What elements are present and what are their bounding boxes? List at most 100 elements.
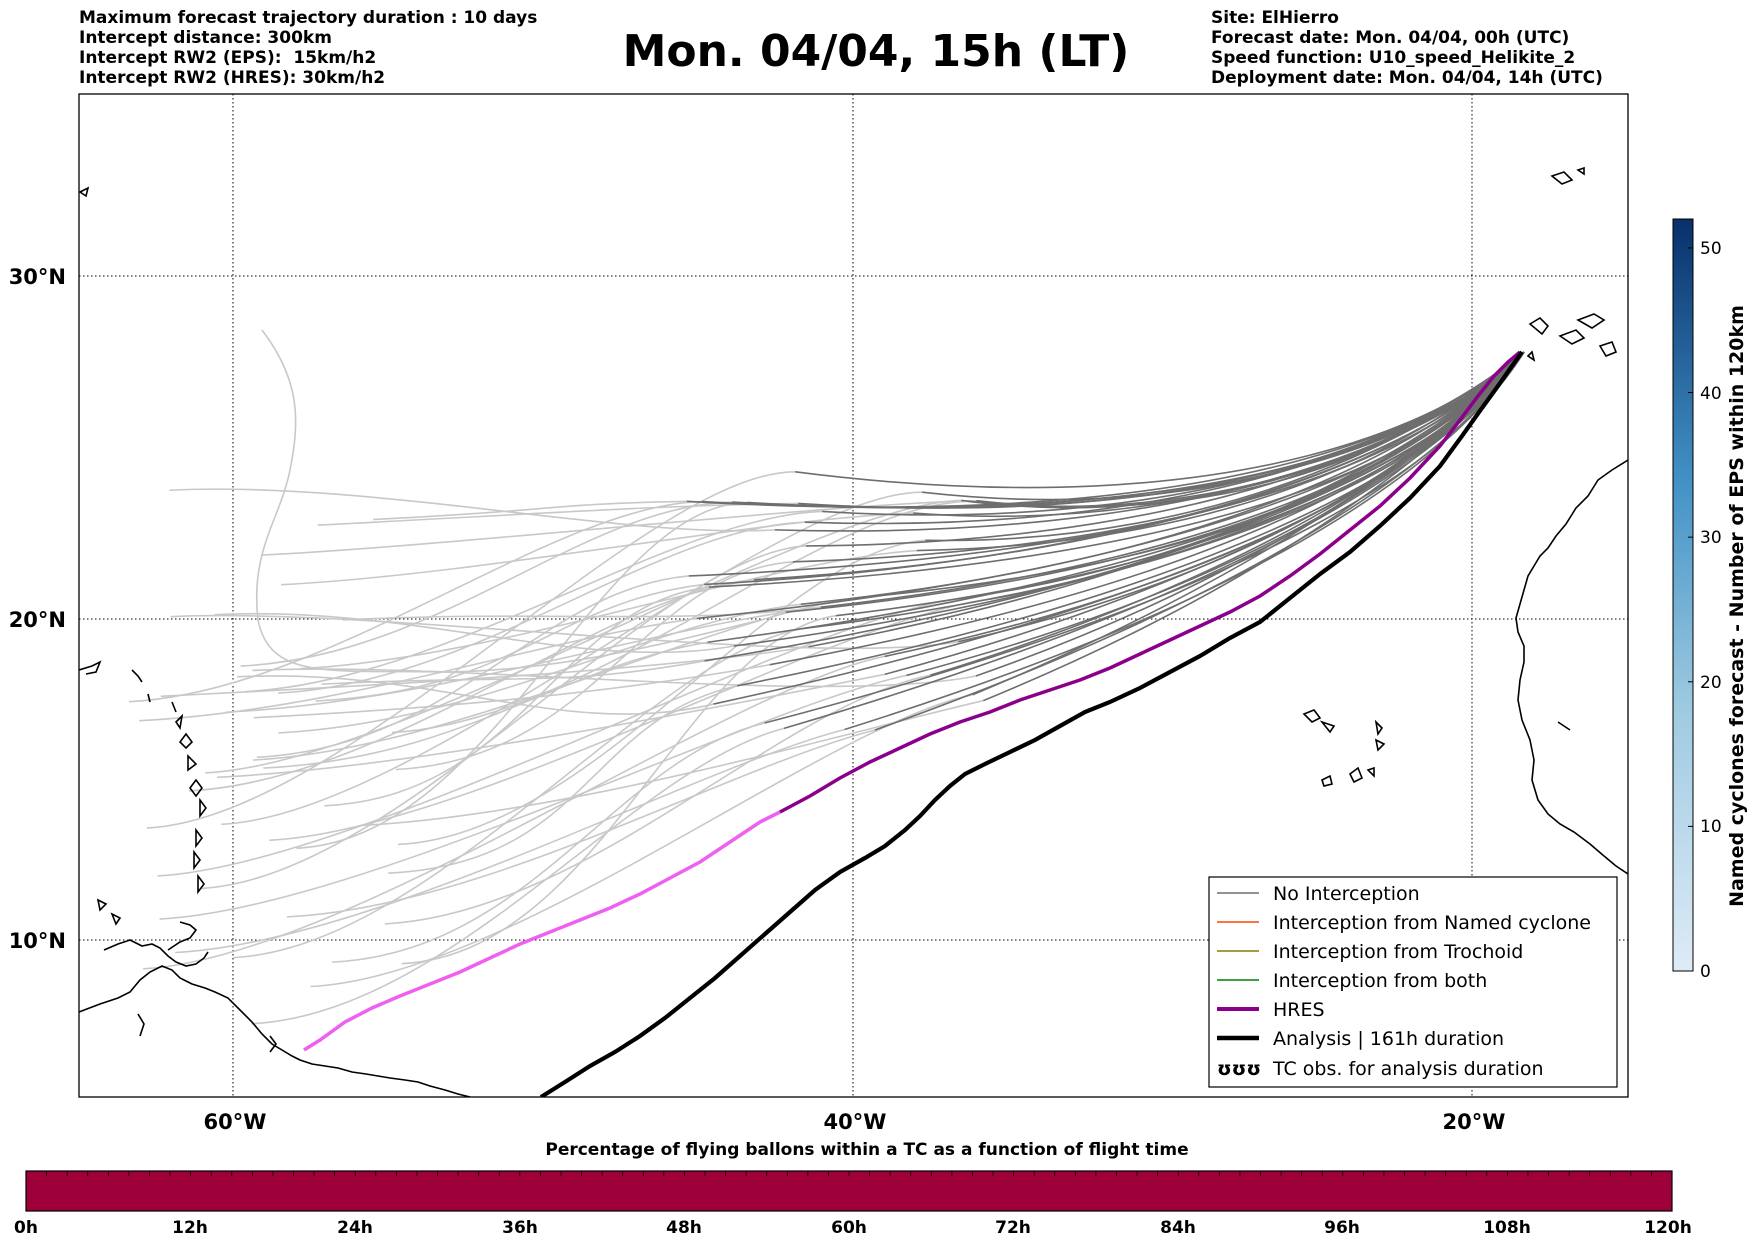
map-legend: No Interception Interception from Named … <box>1208 876 1618 1088</box>
intercept-hres-text: Intercept RW2 (HRES): 30km/h2 <box>79 68 386 88</box>
eps-faded-trajectory-line <box>396 560 793 771</box>
eps-faded-trajectory-line <box>255 329 761 673</box>
eps-faded-trajectory-line <box>278 521 805 694</box>
lon-label-20w: 20°W <box>1443 1110 1506 1134</box>
eps-faded-trajectory-line <box>175 728 845 954</box>
eps-faded-trajectory-line <box>263 641 708 769</box>
legend-tc-obs: TC obs. for analysis duration <box>1272 1058 1544 1080</box>
eps-trajectory-line <box>802 351 1525 630</box>
eps-trajectory-line <box>713 351 1525 705</box>
legend-box <box>1208 876 1618 1088</box>
eps-faded-trajectory-line <box>286 729 876 918</box>
eps-faded-trajectory-line <box>253 663 771 719</box>
btick-36h: 36h <box>502 1218 538 1238</box>
eps-faded-trajectory-line <box>146 471 796 829</box>
eps-faded-trajectory-line <box>310 693 973 988</box>
max-duration-text: Maximum forecast trajectory duration : 1… <box>79 8 538 28</box>
right-colorbar: 0 10 20 30 40 50 Named cyclones forecast… <box>1672 218 1748 982</box>
legend-both: Interception from both <box>1273 970 1487 992</box>
eps-faded-trajectory-line <box>252 668 977 688</box>
eps-trajectory-line <box>804 351 1525 525</box>
eps-faded-trajectory-line <box>278 603 801 734</box>
btick-24h: 24h <box>337 1218 373 1238</box>
cb-tick-40: 40 <box>1700 384 1722 404</box>
btick-0h: 0h <box>14 1218 38 1238</box>
eps-faded-trajectory-line <box>315 583 705 702</box>
eps-faded-trajectories <box>128 329 990 1025</box>
eps-trajectory-line <box>958 351 1525 643</box>
cb-tick-30: 30 <box>1700 528 1722 548</box>
tc-obs-symbol-icon: ʊʊʊ <box>1217 1058 1261 1080</box>
btick-120h: 120h <box>1644 1218 1692 1238</box>
eps-faded-trajectory-line <box>360 699 984 827</box>
legend-analysis: Analysis | 161h duration <box>1273 1028 1504 1050</box>
right-colorbar-label: Named cyclones forecast - Number of EPS … <box>1726 305 1748 907</box>
eps-trajectory-line <box>884 351 1525 676</box>
eps-trajectory-line <box>792 351 1525 563</box>
eps-trajectory-line <box>764 351 1525 724</box>
eps-faded-trajectory-line <box>398 539 926 846</box>
hres-trajectory <box>779 350 1522 814</box>
btick-72h: 72h <box>995 1218 1031 1238</box>
bottom-colorbar-bar <box>25 1170 1673 1212</box>
btick-60h: 60h <box>831 1218 867 1238</box>
eps-faded-trajectory-line <box>321 660 705 685</box>
analysis-trajectory <box>539 350 1524 1097</box>
deployment-date-text: Deployment date: Mon. 04/04, 14h (UTC) <box>1211 68 1603 88</box>
lat-label-20n: 20°N <box>9 608 66 632</box>
eps-faded-trajectory-line <box>324 586 709 807</box>
eps-faded-trajectory-line <box>199 545 806 890</box>
eps-trajectory-line <box>733 351 1525 647</box>
header-left-info: Maximum forecast trajectory duration : 1… <box>79 8 537 88</box>
lat-label-10n: 10°N <box>9 929 66 953</box>
forecast-date-text: Forecast date: Mon. 04/04, 00h (UTC) <box>1211 28 1570 48</box>
cb-tick-50: 50 <box>1700 239 1722 259</box>
legend-no-interception: No Interception <box>1273 883 1420 905</box>
eps-faded-trajectory-line <box>160 645 809 698</box>
eps-faded-trajectory-line <box>236 675 714 715</box>
eps-trajectory-line <box>708 351 1525 588</box>
eps-faded-trajectory-line <box>384 674 931 925</box>
eps-faded-trajectory-line <box>170 614 959 650</box>
header-right-info: Site: ElHierro Forecast date: Mon. 04/04… <box>1211 8 1603 88</box>
eps-trajectory-line <box>736 351 1525 687</box>
eps-trajectories <box>686 351 1525 731</box>
btick-108h: 108h <box>1483 1218 1531 1238</box>
btick-48h: 48h <box>666 1218 702 1238</box>
lon-label-60w: 60°W <box>204 1110 267 1134</box>
eps-faded-trajectory-line <box>159 674 907 920</box>
btick-96h: 96h <box>1324 1218 1360 1238</box>
cb-tick-0: 0 <box>1700 962 1711 982</box>
intercept-distance-text: Intercept distance: 300km <box>79 28 332 48</box>
coastlines <box>79 166 1628 1097</box>
eps-faded-trajectory-line <box>169 488 775 532</box>
speed-function-text: Speed function: U10_speed_Helikite_2 <box>1211 48 1576 68</box>
eps-faded-trajectory-line <box>240 501 733 667</box>
cb-tick-10: 10 <box>1700 817 1722 837</box>
cb-tick-20: 20 <box>1700 673 1722 693</box>
bottom-colorbar-title: Percentage of flying ballons within a TC… <box>545 1140 1188 1160</box>
eps-faded-trajectory-line <box>221 491 923 826</box>
eps-faded-trajectory-line <box>372 500 687 521</box>
eps-faded-trajectory-line <box>256 575 689 759</box>
eps-faded-trajectory-line <box>128 500 702 703</box>
eps-faded-trajectory-line <box>388 685 738 875</box>
map-frame <box>78 93 1629 1098</box>
lat-label-30n: 30°N <box>9 265 66 289</box>
eps-trajectory-line <box>975 351 1525 677</box>
eps-faded-trajectory-line <box>233 627 804 959</box>
site-text: Site: ElHierro <box>1211 8 1339 28</box>
right-colorbar-gradient <box>1672 218 1694 972</box>
map-gridlines <box>79 94 1628 1097</box>
eps-faded-trajectory-line <box>205 499 962 774</box>
bottom-colorbar: Percentage of flying ballons within a TC… <box>14 1140 1692 1238</box>
btick-12h: 12h <box>172 1218 208 1238</box>
eps-faded-trajectory-line <box>188 578 755 792</box>
lon-label-40w: 40°W <box>824 1110 887 1134</box>
eps-faded-trajectory-line <box>251 727 785 1025</box>
eps-faded-trajectory-line <box>157 597 960 877</box>
legend-named-cyclone: Interception from Named cyclone <box>1273 912 1591 934</box>
eps-faded-trajectory-line <box>281 512 914 586</box>
eps-faded-trajectory-line <box>296 501 748 850</box>
